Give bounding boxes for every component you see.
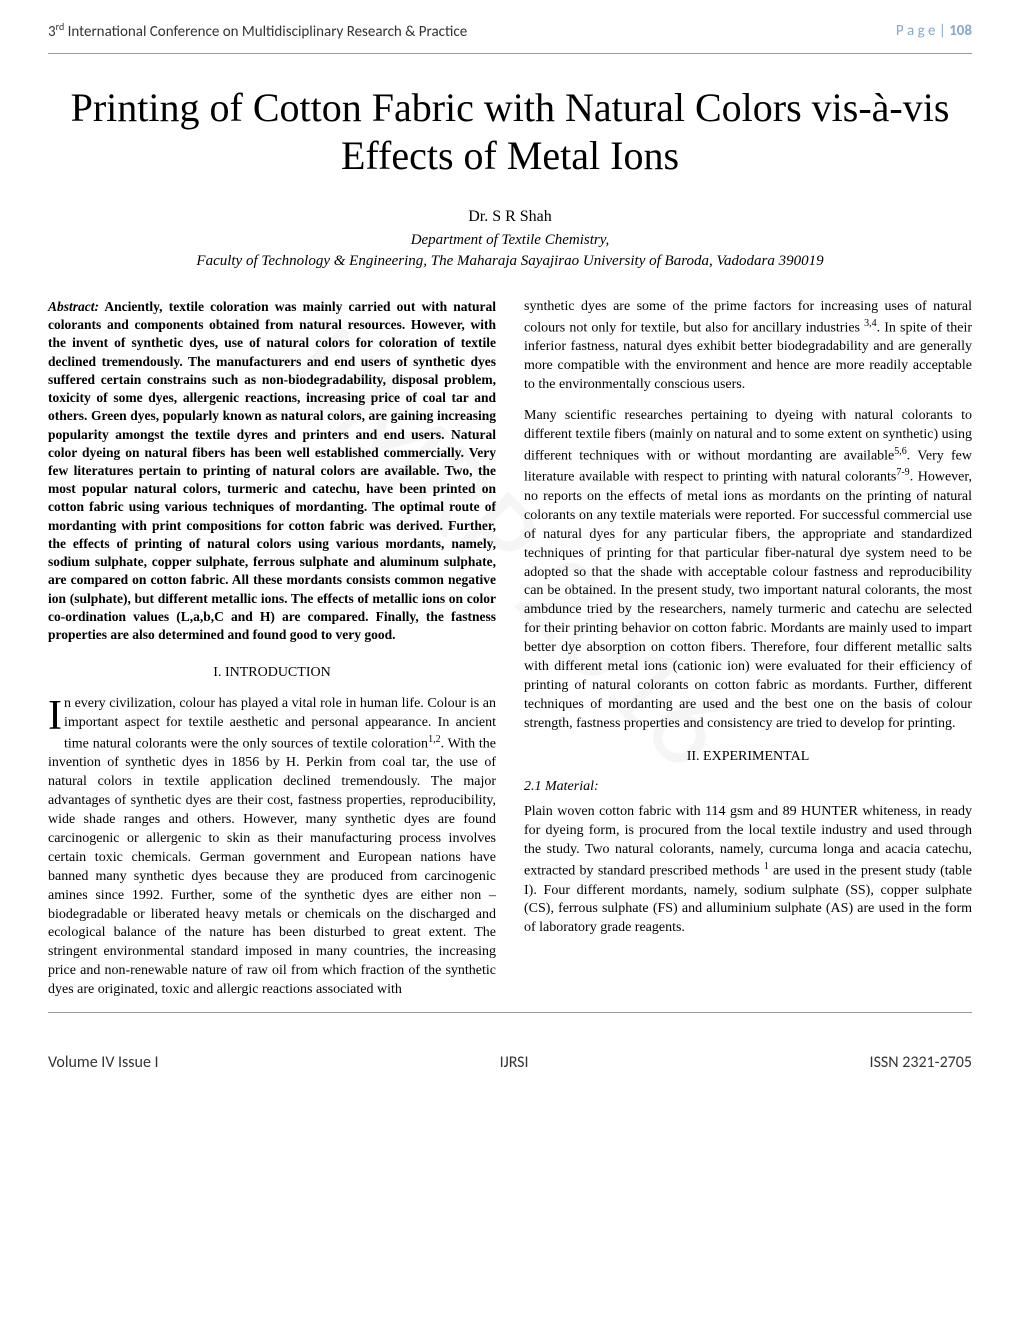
dropcap: I: [48, 695, 64, 733]
col2-paragraph-2: Many scientific researches pertaining to…: [524, 407, 972, 733]
footer-center: IJRSI: [500, 1053, 529, 1072]
two-column-body: Abstract: Anciently, textile coloration …: [0, 298, 1020, 1012]
section-2-heading: II. EXPERIMENTAL: [524, 748, 972, 767]
introduction-paragraph: In every civilization, colour has played…: [48, 695, 496, 1000]
conference-name: 3rd International Conference on Multidis…: [48, 20, 467, 41]
page-number: 108: [949, 22, 972, 40]
col2-p2-c: . However, no reports on the effects of …: [524, 470, 972, 731]
author-name: Dr. S R Shah: [0, 208, 1020, 226]
abstract: Abstract: Anciently, textile coloration …: [48, 298, 496, 644]
intro-text-2: . With the invention of synthetic dyes i…: [48, 736, 496, 997]
left-column: Abstract: Anciently, textile coloration …: [48, 298, 496, 1012]
footer-left: Volume IV Issue I: [48, 1053, 159, 1072]
paper-title: Printing of Cotton Fabric with Natural C…: [0, 54, 1020, 188]
page-number-label: P a g e | 108: [896, 22, 972, 40]
page-label: P a g e |: [896, 22, 949, 40]
affiliation: Faculty of Technology & Engineering, The…: [0, 253, 1020, 270]
abstract-text: Anciently, textile coloration was mainly…: [48, 299, 496, 642]
page-header: 3rd International Conference on Multidis…: [0, 0, 1020, 51]
subsection-2-1: 2.1 Material:: [524, 778, 972, 797]
citation-1-2: 1,2: [428, 734, 441, 745]
right-column: synthetic dyes are some of the prime fac…: [524, 298, 972, 1012]
header-prefix: 3: [48, 23, 56, 41]
citation-5-6: 5,6: [894, 446, 907, 457]
material-paragraph: Plain woven cotton fabric with 114 gsm a…: [524, 803, 972, 938]
footer-rule: [48, 1012, 972, 1013]
page-footer: Volume IV Issue I IJRSI ISSN 2321-2705: [0, 1053, 1020, 1092]
header-sup: rd: [56, 20, 65, 33]
col2-paragraph-1: synthetic dyes are some of the prime fac…: [524, 298, 972, 395]
header-rest: International Conference on Multidiscipl…: [64, 23, 467, 41]
department: Department of Textile Chemistry,: [0, 232, 1020, 249]
citation-3-4: 3,4: [864, 318, 877, 329]
section-1-heading: I. INTRODUCTION: [48, 664, 496, 683]
citation-7-9: 7-9: [896, 467, 909, 478]
footer-right: ISSN 2321-2705: [870, 1053, 972, 1072]
abstract-label: Abstract:: [48, 299, 99, 314]
